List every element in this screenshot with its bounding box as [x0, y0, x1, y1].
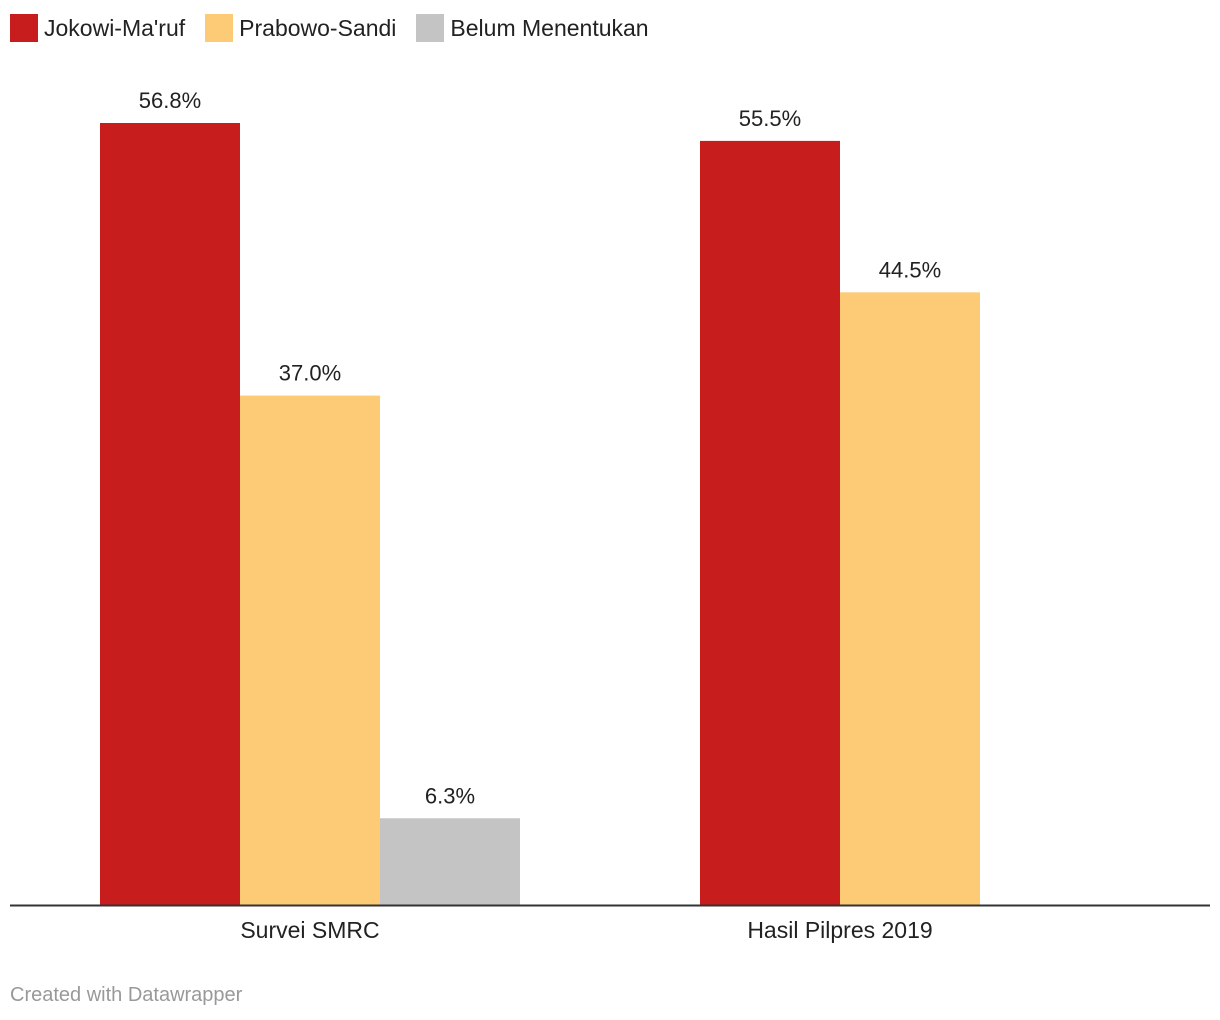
bar-jokowi-ma-ruf-survei-smrc — [100, 123, 240, 905]
legend-swatch-jokowi-maruf — [10, 14, 38, 42]
bar-chart: 56.8% 37.0% 6.3% Survei SMRC 55.5% 44.5% Hasil… — [10, 88, 1210, 943]
data-label-jokowi-ma-ruf-survei-smrc: 56.8% — [139, 88, 201, 113]
legend-item-belum-menentukan: Belum Menentukan — [416, 14, 649, 42]
legend-label-jokowi-maruf: Jokowi-Ma'ruf — [44, 15, 186, 41]
x-tick-label-hasil-pilpres-2019: Hasil Pilpres 2019 — [747, 917, 932, 943]
bar-prabowo-sandi-hasil-pilpres-2019 — [840, 292, 980, 905]
legend-item-prabowo-sandi: Prabowo-Sandi — [205, 14, 396, 42]
data-label-belum-menentukan-survei-smrc: 6.3% — [425, 783, 475, 808]
data-label-jokowi-ma-ruf-hasil-pilpres-2019: 55.5% — [739, 106, 801, 131]
legend-swatch-belum-menentukan — [416, 14, 445, 42]
bar-prabowo-sandi-survei-smrc — [240, 395, 380, 905]
legend-swatch-prabowo-sandi — [205, 14, 234, 42]
legend-label-belum-menentukan: Belum Menentukan — [450, 15, 649, 41]
bar-jokowi-ma-ruf-hasil-pilpres-2019 — [700, 140, 840, 905]
legend-item-jokowi-maruf: Jokowi-Ma'ruf — [10, 14, 185, 42]
legend-label-prabowo-sandi: Prabowo-Sandi — [239, 15, 397, 41]
data-label-prabowo-sandi-hasil-pilpres-2019: 44.5% — [879, 257, 941, 282]
bar-belum-menentukan-survei-smrc — [380, 818, 520, 905]
chart-legend: Jokowi-Ma'ruf Prabowo-Sandi Belum Menent… — [10, 14, 669, 42]
credit-text: Created with Datawrapper — [10, 984, 243, 1006]
data-label-prabowo-sandi-survei-smrc: 37.0% — [279, 361, 341, 386]
x-tick-label-survei-smrc: Survei SMRC — [240, 917, 379, 943]
